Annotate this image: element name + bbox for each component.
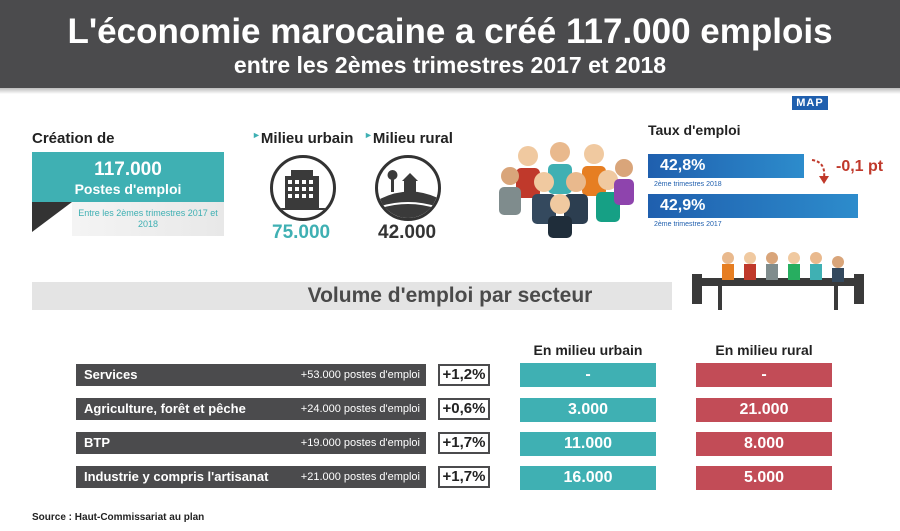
milieu-rural-value: 42.000	[378, 222, 437, 243]
milieu-urbain-title: ►Milieu urbain	[252, 130, 354, 147]
creation-period: Entre les 2èmes trimestres 2017 et 2018	[78, 208, 218, 229]
volume-band	[32, 282, 672, 310]
building-icon	[270, 155, 336, 221]
volume-title: Volume d'emploi par secteur	[307, 284, 593, 307]
rural-cell: 5.000	[696, 466, 832, 490]
arrow-icon: ►	[252, 130, 261, 140]
page-subtitle: entre les 2èmes trimestres 2017 et 2018	[233, 52, 667, 78]
sector-pct: +1,2%	[438, 364, 490, 386]
urbain-cell: 11.000	[520, 432, 656, 456]
sector-name: BTP	[84, 435, 110, 450]
creation-label: Postes d'emploi	[74, 181, 182, 197]
creation-sub-band	[72, 202, 224, 236]
page-title: L'économie marocaine a créé 117.000 empl…	[67, 12, 833, 51]
farm-icon	[375, 155, 441, 221]
urbain-cell: 16.000	[520, 466, 656, 490]
creation-title: Création de	[32, 130, 115, 147]
sector-pct: +0,6%	[438, 398, 490, 420]
taux-delta: -0,1 pt	[836, 158, 884, 175]
meeting-illustration	[692, 252, 864, 310]
creation-value: 117.000	[94, 159, 162, 180]
sector-postes: +53.000 postes d'emploi	[300, 369, 420, 381]
sector-postes: +21.000 postes d'emploi	[300, 471, 420, 483]
sector-postes: +24.000 postes d'emploi	[300, 403, 420, 415]
sector-name: Services	[84, 367, 138, 382]
col-head-rural: En milieu rural	[715, 342, 813, 358]
sector-pct: +1,7%	[438, 466, 490, 488]
creation-box: 117.000 Postes d'emploi	[32, 152, 224, 202]
source-note: Source : Haut-Commissariat au plan	[32, 512, 205, 523]
sector-row: Agriculture, forêt et pêche +24.000 post…	[76, 398, 426, 420]
rural-cell: 8.000	[696, 432, 832, 456]
map-logo: MAP	[792, 96, 828, 110]
taux-label-2017: 2ème trimestres 2017	[654, 221, 722, 228]
rural-cell: 21.000	[696, 398, 832, 422]
down-arrow-icon	[811, 159, 829, 184]
urbain-cell: -	[520, 363, 656, 387]
milieu-rural-title: ►Milieu rural	[364, 130, 453, 147]
col-head-urbain: En milieu urbain	[533, 342, 643, 358]
sector-pct: +1,7%	[438, 432, 490, 454]
header-banner: L'économie marocaine a créé 117.000 empl…	[0, 0, 900, 88]
urbain-cell: 3.000	[520, 398, 656, 422]
sector-name: Industrie y compris l'artisanat	[84, 469, 269, 484]
rural-cell: -	[696, 363, 832, 387]
sector-postes: +19.000 postes d'emploi	[300, 437, 420, 449]
taux-title: Taux d'emploi	[648, 122, 741, 138]
people-group-illustration	[499, 142, 634, 238]
header-shadow	[0, 88, 900, 94]
sector-name: Agriculture, forêt et pêche	[84, 401, 246, 416]
taux-bar-2018: 42,8%	[648, 154, 804, 178]
sector-row: Industrie y compris l'artisanat +21.000 …	[76, 466, 426, 488]
taux-bar-2017: 42,9%	[648, 194, 858, 218]
sector-row: Services +53.000 postes d'emploi	[76, 364, 426, 386]
ribbon-fold	[32, 202, 72, 232]
arrow-icon: ►	[364, 130, 373, 140]
sector-row: BTP +19.000 postes d'emploi	[76, 432, 426, 454]
taux-label-2018: 2ème trimestres 2018	[654, 181, 722, 188]
milieu-urbain-value: 75.000	[272, 222, 331, 243]
